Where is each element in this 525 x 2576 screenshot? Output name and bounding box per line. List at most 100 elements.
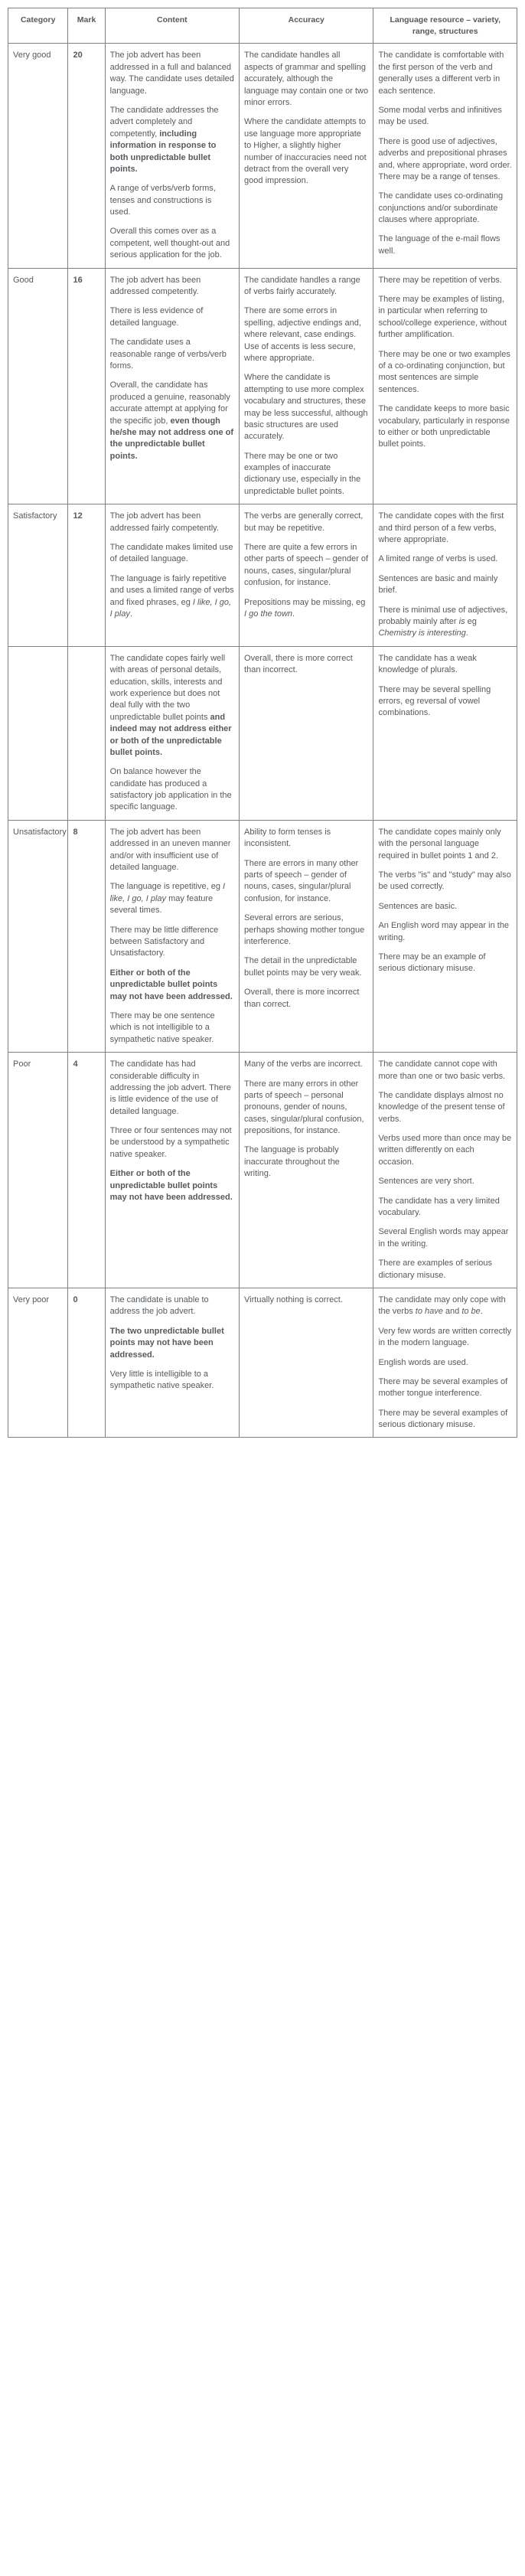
paragraph: The language is repetitive, eg I like, I… [110,881,234,916]
table-row: Very poor0The candidate is unable to add… [8,1288,517,1438]
paragraph: Some modal verbs and infinitives may be … [378,105,512,129]
paragraph: Several English words may appear in the … [378,1226,512,1250]
paragraph: The job advert has been addressed in an … [110,827,234,874]
paragraph: There may be one sentence which is not i… [110,1010,234,1046]
paragraph: Where the candidate is attempting to use… [244,372,368,442]
cell-accuracy: Virtually nothing is correct. [240,1288,373,1438]
paragraph: Ability to form tenses is inconsistent. [244,827,368,851]
cell-accuracy: Overall, there is more correct than inco… [240,646,373,820]
cell-language: The candidate copes mainly only with the… [373,820,517,1052]
cell-language: The candidate copes with the first and t… [373,504,517,647]
paragraph: An English word may appear in the writin… [378,920,512,944]
table-row: Very good20The job advert has been addre… [8,44,517,268]
paragraph: The candidate handles a range of verbs f… [244,275,368,299]
paragraph: The candidate makes limited use of detai… [110,542,234,566]
header-language: Language resource – variety, range, stru… [373,8,517,44]
cell-content: The candidate is unable to address the j… [105,1288,239,1438]
cell-category: Very good [8,44,68,268]
cell-content: The job advert has been addressed in a f… [105,44,239,268]
cell-mark: 12 [68,504,105,647]
paragraph: On balance however the candidate has pro… [110,766,234,814]
cell-mark: 4 [68,1053,105,1288]
paragraph: The candidate copes fairly well with are… [110,653,234,759]
table-row: Unsatisfactory8The job advert has been a… [8,820,517,1052]
paragraph: There may be one or two examples of inac… [244,451,368,498]
paragraph: Where the candidate attempts to use lang… [244,116,368,187]
paragraph: There are many errors in other parts of … [244,1079,368,1138]
cell-language: There may be repetition of verbs.There m… [373,268,517,504]
cell-category: Very poor [8,1288,68,1438]
paragraph: Three or four sentences may not be under… [110,1125,234,1161]
cell-mark: 8 [68,820,105,1052]
cell-mark [68,646,105,820]
paragraph: The verbs "is" and "study" may also be u… [378,870,512,893]
paragraph: The candidate handles all aspects of gra… [244,50,368,109]
cell-accuracy: The candidate handles a range of verbs f… [240,268,373,504]
cell-content: The job advert has been addressed compet… [105,268,239,504]
cell-accuracy: The candidate handles all aspects of gra… [240,44,373,268]
cell-category: Poor [8,1053,68,1288]
paragraph: There may be several examples of mother … [378,1376,512,1400]
paragraph: Sentences are basic. [378,901,512,913]
paragraph: There may be one or two examples of a co… [378,349,512,397]
paragraph: The candidate has had considerable diffi… [110,1059,234,1118]
paragraph: Very little is intelligible to a sympath… [110,1369,234,1392]
paragraph: The candidate cannot cope with more than… [378,1059,512,1082]
cell-mark: 20 [68,44,105,268]
paragraph: The candidate copes with the first and t… [378,511,512,546]
header-category: Category [8,8,68,44]
header-row: Category Mark Content Accuracy Language … [8,8,517,44]
paragraph: Overall this comes over as a competent, … [110,226,234,261]
paragraph: There are some errors in spelling, adjec… [244,305,368,364]
header-content: Content [105,8,239,44]
paragraph: There are quite a few errors in other pa… [244,542,368,589]
paragraph: The candidate has a very limited vocabul… [378,1196,512,1219]
paragraph: Prepositions may be missing, eg I go the… [244,597,368,621]
paragraph: The candidate uses co-ordinating conjunc… [378,191,512,226]
paragraph: The candidate displays almost no knowled… [378,1090,512,1125]
paragraph: The candidate is unable to address the j… [110,1295,234,1318]
cell-category: Good [8,268,68,504]
paragraph: Overall, there is more correct than inco… [244,653,368,677]
table-row: Good16The job advert has been addressed … [8,268,517,504]
paragraph: The two unpredictable bullet points may … [110,1326,234,1361]
paragraph: There may be an example of serious dicti… [378,952,512,975]
cell-content: The job advert has been addressed fairly… [105,504,239,647]
table-row: Poor4The candidate has had considerable … [8,1053,517,1288]
paragraph: Sentences are very short. [378,1176,512,1187]
cell-language: The candidate is comfortable with the fi… [373,44,517,268]
paragraph: Either or both of the unpredictable bull… [110,1168,234,1203]
cell-content: The job advert has been addressed in an … [105,820,239,1052]
paragraph: Many of the verbs are incorrect. [244,1059,368,1070]
cell-mark: 0 [68,1288,105,1438]
paragraph: The candidate keeps to more basic vocabu… [378,403,512,451]
cell-language: The candidate cannot cope with more than… [373,1053,517,1288]
paragraph: Sentences are basic and mainly brief. [378,573,512,597]
paragraph: There are examples of serious dictionary… [378,1258,512,1281]
cell-language: The candidate has a weak knowledge of pl… [373,646,517,820]
paragraph: The detail in the unpredictable bullet p… [244,955,368,979]
paragraph: The candidate has a weak knowledge of pl… [378,653,512,677]
cell-accuracy: The verbs are generally correct, but may… [240,504,373,647]
paragraph: Virtually nothing is correct. [244,1295,368,1306]
paragraph: A limited range of verbs is used. [378,553,512,565]
paragraph: There is less evidence of detailed langu… [110,305,234,329]
table-row: Satisfactory12The job advert has been ad… [8,504,517,647]
paragraph: Either or both of the unpredictable bull… [110,968,234,1003]
rubric-table: Category Mark Content Accuracy Language … [8,8,517,1438]
cell-mark: 16 [68,268,105,504]
cell-content: The candidate copes fairly well with are… [105,646,239,820]
paragraph: Overall, there is more incorrect than co… [244,987,368,1010]
paragraph: Overall, the candidate has produced a ge… [110,380,234,462]
header-accuracy: Accuracy [240,8,373,44]
header-mark: Mark [68,8,105,44]
paragraph: A range of verbs/verb forms, tenses and … [110,183,234,218]
paragraph: The language of the e-mail flows well. [378,233,512,257]
paragraph: There is good use of adjectives, adverbs… [378,136,512,184]
table-row: The candidate copes fairly well with are… [8,646,517,820]
cell-accuracy: Many of the verbs are incorrect. There ar… [240,1053,373,1288]
paragraph: There may be examples of listing, in par… [378,294,512,341]
cell-category: Satisfactory [8,504,68,647]
paragraph: There is minimal use of adjectives, prob… [378,605,512,640]
paragraph: The candidate copes mainly only with the… [378,827,512,862]
